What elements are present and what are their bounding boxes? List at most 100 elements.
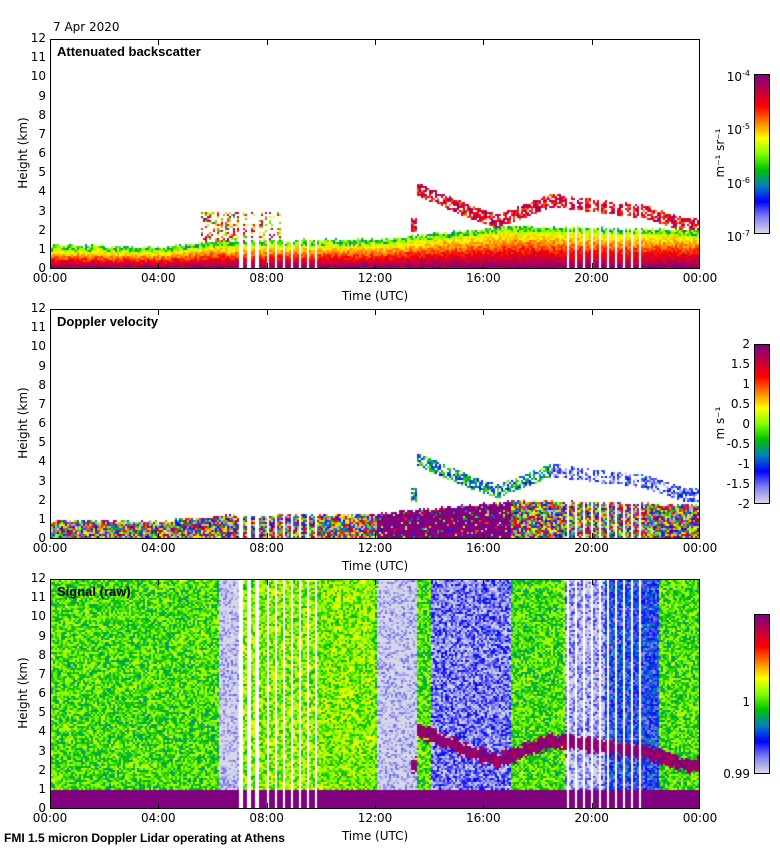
y-tick-label: 10 <box>30 339 46 354</box>
y-axis-label: Height (km) <box>16 117 30 189</box>
tick-base: 10 <box>726 123 743 138</box>
y-tick-label: 3 <box>38 743 46 758</box>
tick-base: 10 <box>726 230 743 244</box>
colorbar-tick-label: 1 <box>742 695 750 709</box>
colorbar-tick-label: -2 <box>738 497 750 511</box>
colorbar <box>754 74 770 234</box>
colorbar-tick-label: 2 <box>742 337 750 351</box>
y-tick-label: 1 <box>38 781 46 796</box>
colorbar-tick-label: -0.5 <box>726 437 750 451</box>
y-axis-label: Height (km) <box>16 657 30 729</box>
x-tick-mark <box>483 533 485 538</box>
plot-panel-2: Doppler velocity <box>50 309 700 539</box>
colorbar-unit-label: m⁻¹ sr⁻¹ <box>713 128 727 178</box>
x-tick-mark <box>266 263 268 268</box>
y-tick-label: 12 <box>30 31 46 45</box>
plot-panel-1: Attenuated backscatter <box>50 39 700 269</box>
x-tick-label: 20:00 <box>574 541 609 555</box>
y-tick-label: 3 <box>38 203 46 218</box>
colorbar-tick-label: -1.5 <box>726 477 750 491</box>
x-tick-label: 16:00 <box>466 271 501 285</box>
heatmap-image <box>51 40 699 268</box>
x-tick-label: 08:00 <box>249 271 284 285</box>
x-tick-label: 00:00 <box>32 541 68 555</box>
y-tick-label: 0 <box>38 531 46 545</box>
y-tick-label: 0 <box>38 261 46 275</box>
x-tick-label: 04:00 <box>141 271 176 285</box>
x-tick-label: 16:00 <box>466 811 501 825</box>
x-axis-label: Time (UTC) <box>341 289 409 303</box>
y-tick-label: 11 <box>30 50 46 65</box>
y-tick-label: 7 <box>38 126 46 141</box>
tick-exponent: -4 <box>742 69 750 78</box>
tick-exponent: -6 <box>742 175 750 185</box>
y-tick-label: 1 <box>38 241 46 256</box>
x-tick-label: 20:00 <box>574 811 609 825</box>
x-tick-mark <box>591 533 593 538</box>
x-tick-label: 04:00 <box>141 541 176 555</box>
colorbar-tick-label: 10-5 <box>706 121 750 136</box>
x-tick-mark <box>483 263 485 268</box>
colorbar-tick-label: 0.99 <box>723 767 750 781</box>
x-tick-mark <box>158 40 160 45</box>
y-tick-label: 8 <box>38 107 46 122</box>
y-tick-label: 1 <box>38 511 46 526</box>
x-tick-mark <box>591 310 593 315</box>
x-tick-label: 20:00 <box>574 271 609 285</box>
colorbar-tick-label: 0.5 <box>730 397 750 411</box>
y-tick-label: 4 <box>38 454 46 469</box>
x-tick-mark <box>266 533 268 538</box>
plot-panel-3: Signal (raw) <box>50 579 700 809</box>
colorbar <box>754 344 770 504</box>
tick-exponent: -5 <box>742 122 750 132</box>
y-tick-label: 2 <box>38 492 46 507</box>
colorbar-tick-label: 10-4 <box>706 68 750 83</box>
colorbar <box>754 614 770 774</box>
y-tick-label: 8 <box>38 647 46 662</box>
x-tick-mark <box>483 40 485 45</box>
colorbar-tick-label: 1.5 <box>730 357 750 371</box>
x-tick-mark <box>483 310 485 315</box>
y-tick-label: 2 <box>38 222 46 237</box>
x-tick-mark <box>483 580 485 585</box>
x-tick-label: 00:00 <box>682 811 718 825</box>
x-tick-mark <box>591 40 593 45</box>
x-axis-label: Time (UTC) <box>341 829 409 843</box>
x-tick-label: 16:00 <box>466 541 501 555</box>
y-tick-label: 7 <box>38 666 46 681</box>
tick-base: 10 <box>726 70 743 84</box>
heatmap-image <box>51 310 699 538</box>
y-tick-label: 11 <box>30 320 46 335</box>
y-tick-label: 10 <box>30 69 46 84</box>
x-tick-label: 00:00 <box>682 271 718 285</box>
x-tick-mark <box>375 580 376 585</box>
heatmap-image <box>51 580 699 808</box>
x-tick-label: 00:00 <box>32 271 68 285</box>
x-tick-label: 12:00 <box>357 271 393 285</box>
x-tick-mark <box>375 40 376 45</box>
colorbar-tick-label: -1 <box>738 457 750 471</box>
x-tick-mark <box>375 803 376 808</box>
x-tick-label: 04:00 <box>141 811 176 825</box>
colorbar-tick-label: 0 <box>742 417 750 431</box>
x-tick-mark <box>158 803 160 808</box>
y-tick-label: 6 <box>38 416 46 430</box>
y-tick-label: 9 <box>38 628 46 643</box>
y-tick-label: 0 <box>38 801 46 815</box>
x-tick-mark <box>266 310 268 315</box>
x-tick-mark <box>266 40 268 45</box>
x-tick-mark <box>375 263 376 268</box>
colorbar-tick-label: 10-6 <box>706 175 750 190</box>
y-tick-label: 11 <box>30 590 46 605</box>
x-tick-label: 08:00 <box>249 811 284 825</box>
footer-caption: FMI 1.5 micron Doppler Lidar operating a… <box>4 831 285 845</box>
x-tick-mark <box>158 533 160 538</box>
y-axis-label: Height (km) <box>16 387 30 459</box>
x-tick-mark <box>591 580 593 585</box>
y-tick-label: 5 <box>38 705 46 720</box>
colorbar-tick-label: 1 <box>742 377 750 391</box>
x-tick-mark <box>591 803 593 808</box>
y-tick-label: 5 <box>38 165 46 180</box>
x-tick-mark <box>483 803 485 808</box>
x-tick-mark <box>375 310 376 315</box>
